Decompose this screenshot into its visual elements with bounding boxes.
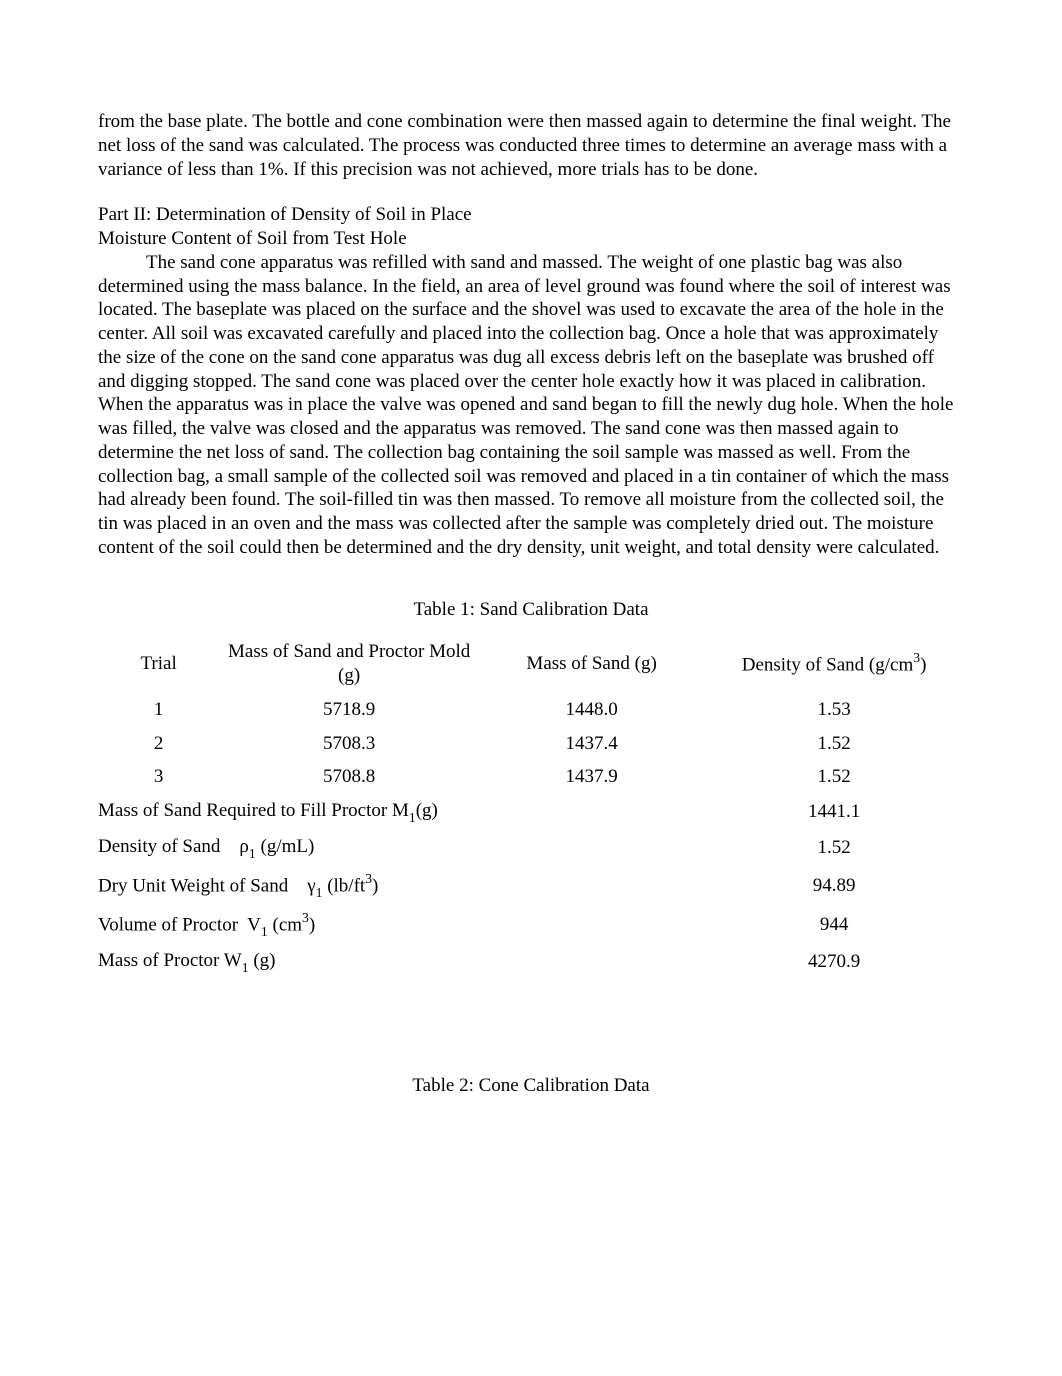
label-pre: Mass of Sand Required to Fill Proctor M (98, 800, 409, 821)
cell-density: 1.53 (704, 693, 964, 727)
summary-label: Mass of Sand Required to Fill Proctor M1… (98, 794, 704, 830)
table-row: 2 5708.3 1437.4 1.52 (98, 727, 964, 761)
summary-value: 1441.1 (704, 794, 964, 830)
table-row: Trial Mass of Sand and Proctor Mold (g) … (98, 635, 964, 693)
table-row: Dry Unit Weight of Sand γ1 (lb/ft3) 94.8… (98, 866, 964, 905)
label-pre: Density of Sand ρ (98, 836, 249, 857)
summary-value: 944 (704, 905, 964, 944)
table-row: Mass of Proctor W1 (g) 4270.9 (98, 944, 964, 980)
table-1-caption: Table 1: Sand Calibration Data (98, 598, 964, 622)
table-1: Trial Mass of Sand and Proctor Mold (g) … (98, 635, 964, 980)
label-pre: Volume of Proctor V (98, 914, 261, 935)
summary-value: 4270.9 (704, 944, 964, 980)
label-tail: ) (372, 875, 378, 896)
label-post: (cm (268, 914, 302, 935)
label-tail: ) (309, 914, 315, 935)
label-sup: 3 (365, 871, 372, 886)
table-row: 1 5718.9 1448.0 1.53 (98, 693, 964, 727)
col-header-trial: Trial (98, 635, 219, 693)
col-header-density: Density of Sand (g/cm3) (704, 635, 964, 693)
sup-3: 3 (913, 650, 920, 665)
spacing (98, 980, 964, 1036)
table-row: 3 5708.8 1437.9 1.52 (98, 760, 964, 794)
paragraph-2: The sand cone apparatus was refilled wit… (98, 251, 964, 560)
table-row: Mass of Sand Required to Fill Proctor M1… (98, 794, 964, 830)
table-row: Density of Sand ρ1 (g/mL) 1.52 (98, 830, 964, 866)
density-tail: ) (920, 655, 926, 676)
col-header-mass-sand: Mass of Sand (g) (479, 635, 704, 693)
label-post: (g) (416, 800, 438, 821)
label-pre: Dry Unit Weight of Sand γ (98, 875, 316, 896)
paragraph-2-text: The sand cone apparatus was refilled wit… (98, 252, 953, 558)
col-header-mass-sand-mold: Mass of Sand and Proctor Mold (g) (219, 635, 479, 693)
label-sup: 3 (302, 910, 309, 925)
cell-mass-sand-mold: 5708.8 (219, 760, 479, 794)
label-post: (lb/ft (322, 875, 365, 896)
label-sub: 1 (242, 960, 249, 975)
label-sub: 1 (261, 924, 268, 939)
table-row: Volume of Proctor V1 (cm3) 944 (98, 905, 964, 944)
summary-value: 1.52 (704, 830, 964, 866)
cell-mass-sand: 1437.9 (479, 760, 704, 794)
cell-trial: 2 (98, 727, 219, 761)
subheading-moisture: Moisture Content of Soil from Test Hole (98, 227, 964, 251)
label-sub: 1 (316, 885, 323, 900)
cell-density: 1.52 (704, 760, 964, 794)
cell-trial: 1 (98, 693, 219, 727)
summary-label: Dry Unit Weight of Sand γ1 (lb/ft3) (98, 866, 704, 905)
cell-mass-sand: 1437.4 (479, 727, 704, 761)
cell-mass-sand-mold: 5718.9 (219, 693, 479, 727)
paragraph-1: from the base plate. The bottle and cone… (98, 110, 964, 181)
summary-label: Mass of Proctor W1 (g) (98, 944, 704, 980)
cell-mass-sand: 1448.0 (479, 693, 704, 727)
summary-label: Volume of Proctor V1 (cm3) (98, 905, 704, 944)
cell-density: 1.52 (704, 727, 964, 761)
label-sub: 1 (409, 810, 416, 825)
label-pre: Mass of Proctor W (98, 950, 242, 971)
label-post: (g/mL) (256, 836, 315, 857)
summary-value: 94.89 (704, 866, 964, 905)
label-sub: 1 (249, 846, 256, 861)
cell-trial: 3 (98, 760, 219, 794)
part-2-heading: Part II: Determination of Density of Soi… (98, 203, 964, 227)
col-header-density-text: Density of Sand (g/cm (742, 655, 914, 676)
cell-mass-sand-mold: 5708.3 (219, 727, 479, 761)
label-post: (g) (249, 950, 276, 971)
summary-label: Density of Sand ρ1 (g/mL) (98, 830, 704, 866)
table-2-caption: Table 2: Cone Calibration Data (98, 1074, 964, 1098)
